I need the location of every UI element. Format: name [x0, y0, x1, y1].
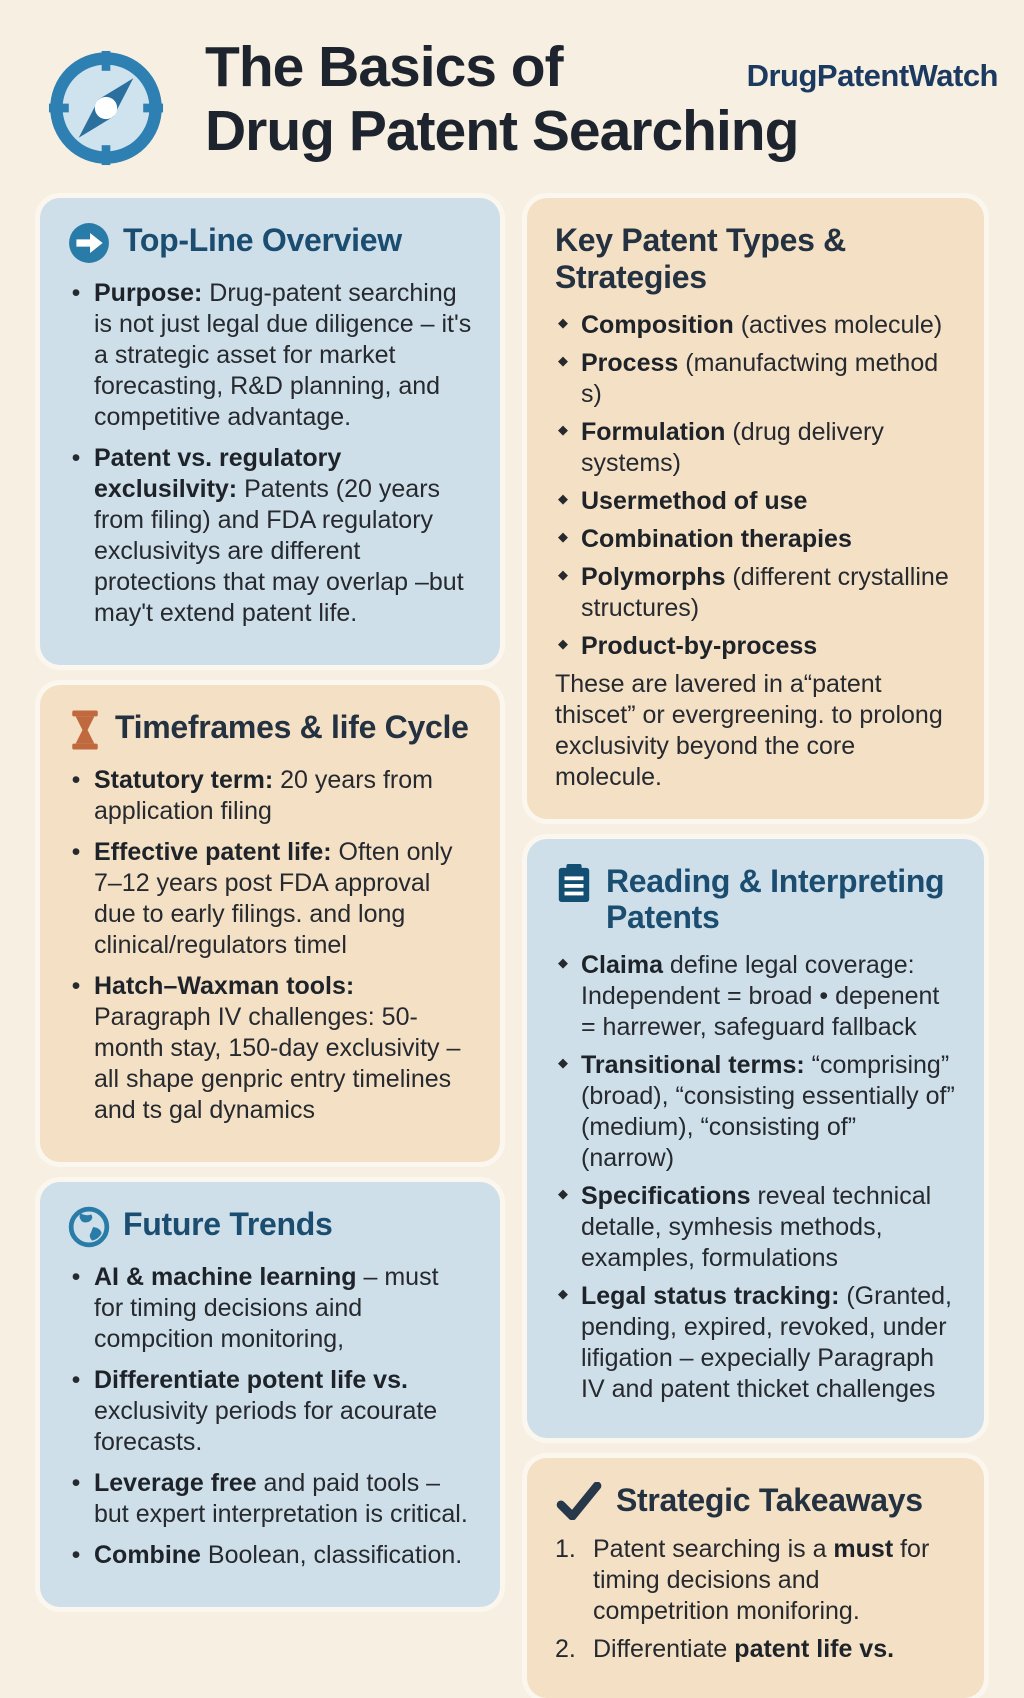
- bullet-dot-icon: •: [71, 972, 81, 1000]
- bullet-diamond-icon: ◆: [558, 314, 568, 330]
- list-item: ◆ Product-by-process: [555, 631, 956, 662]
- right-column: Key Patent Types & Strategies ◆ Composit…: [527, 198, 984, 1698]
- bullet-diamond-icon: ◆: [558, 955, 568, 971]
- card-title-key-patent-types: Key Patent Types & Strategies: [555, 222, 846, 295]
- list-number: 2.: [555, 1635, 576, 1664]
- card-reading-interpreting: Reading & Interpreting Patents ◆ Claima …: [527, 838, 984, 1439]
- list-number: 1.: [555, 1535, 576, 1564]
- arrow-circle-icon: [69, 223, 109, 263]
- list-item: ◆ Composition (actives molecule): [555, 310, 956, 341]
- list-item: ◆ Formulation (drug delivery systems): [555, 417, 956, 479]
- list-item: ◆ Specifications reveal technical detall…: [555, 1181, 956, 1274]
- list-item: ◆ Process (manufactwing method s): [555, 348, 956, 410]
- reading-list: ◆ Claima define legal coverage: Independ…: [555, 950, 956, 1405]
- bullet-diamond-icon: ◆: [558, 1055, 568, 1071]
- list-item: ◆ Claima define legal coverage: Independ…: [555, 950, 956, 1043]
- bullet-diamond-icon: ◆: [558, 352, 568, 368]
- bullet-dot-icon: •: [71, 279, 81, 307]
- list-item: • Combine Boolean, classification.: [68, 1540, 472, 1571]
- list-item: • Statutory term: 20 years from applicat…: [68, 765, 472, 827]
- page-title: The Basics of Drug Patent Searching: [205, 35, 799, 163]
- hourglass-icon: [72, 710, 98, 750]
- card-future-trends: Future Trends • AI & machine learning – …: [40, 1182, 500, 1607]
- future-trends-list: • AI & machine learning – must for timin…: [68, 1262, 472, 1571]
- document-icon: [558, 863, 590, 902]
- list-item: 1. Patent searching is a must for timing…: [555, 1535, 930, 1626]
- list-item: ◆ Legal status tracking: (Granted, pendi…: [555, 1281, 956, 1405]
- card-title-reading: Reading & Interpreting Patents: [555, 863, 956, 937]
- bullet-diamond-icon: ◆: [558, 490, 568, 506]
- bullet-diamond-icon: ◆: [558, 421, 568, 437]
- card-top-line-overview: Top-Line Overview • Purpose: Drug-patent…: [40, 198, 500, 665]
- key-patent-types-list: ◆ Composition (actives molecule) ◆ Proce…: [555, 310, 956, 662]
- bullet-diamond-icon: ◆: [558, 528, 568, 544]
- compass-icon: [48, 50, 164, 166]
- brand-logo-text: DrugPatentWatch: [746, 58, 999, 93]
- card-key-patent-types: Key Patent Types & Strategies ◆ Composit…: [527, 198, 984, 819]
- list-item: ◆ Transitional terms: “comprising” (broa…: [555, 1050, 956, 1174]
- bullet-dot-icon: •: [71, 444, 81, 472]
- timeframes-list: • Statutory term: 20 years from applicat…: [68, 765, 472, 1126]
- card-title-takeaways: Strategic Takeaways: [555, 1482, 956, 1521]
- bullet-diamond-icon: ◆: [558, 566, 568, 582]
- list-item: 2. Differentiate patent life vs.: [555, 1635, 895, 1664]
- overview-list: • Purpose: Drug-patent searching is not …: [68, 278, 472, 629]
- content-columns: Top-Line Overview • Purpose: Drug-patent…: [0, 198, 1024, 1698]
- left-column: Top-Line Overview • Purpose: Drug-patent…: [40, 198, 500, 1607]
- globe-icon: [68, 1206, 110, 1248]
- bullet-dot-icon: •: [71, 1541, 81, 1569]
- bullet-dot-icon: •: [71, 1366, 81, 1394]
- page-header: The Basics of Drug Patent Searching Drug…: [0, 0, 1024, 198]
- check-icon: [556, 1482, 602, 1521]
- key-patent-types-note: These are lavered in a“patent thiscet” o…: [555, 669, 943, 791]
- list-item: • AI & machine learning – must for timin…: [68, 1262, 472, 1355]
- takeaways-list: 1. Patent searching is a must for timing…: [555, 1534, 956, 1665]
- card-strategic-takeaways: Strategic Takeaways 1. Patent searching …: [527, 1458, 984, 1698]
- list-item: ◆ Combination therapies: [555, 524, 956, 555]
- list-item: • Differentiate potent life vs. exclusiv…: [68, 1365, 472, 1458]
- card-timeframes: Timeframes & life Cycle • Statutory term…: [40, 685, 500, 1162]
- list-item: • Leverage free and paid tools –but expe…: [68, 1468, 472, 1530]
- list-item: • Purpose: Drug-patent searching is not …: [68, 278, 472, 433]
- list-item: • Effective patent life: Often only 7–12…: [68, 837, 472, 961]
- card-title-timeframes: Timeframes & life Cycle: [68, 709, 472, 751]
- list-item: • Patent vs. regulatory exclusilvity: Pa…: [68, 443, 472, 629]
- bullet-dot-icon: •: [71, 1469, 81, 1497]
- list-item: • Hatch–Waxman tools: Paragraph IV chall…: [68, 971, 472, 1126]
- card-title-overview: Top-Line Overview: [68, 222, 472, 264]
- list-item: ◆ Usermethod of use: [555, 486, 956, 517]
- bullet-diamond-icon: ◆: [558, 1286, 568, 1302]
- bullet-diamond-icon: ◆: [558, 635, 568, 651]
- card-title-future-trends: Future Trends: [68, 1206, 472, 1248]
- list-item: ◆ Polymorphs (different crystalline stru…: [555, 562, 956, 624]
- bullet-dot-icon: •: [71, 766, 81, 794]
- bullet-dot-icon: •: [71, 1263, 81, 1291]
- bullet-diamond-icon: ◆: [558, 1186, 568, 1202]
- bullet-dot-icon: •: [71, 838, 81, 866]
